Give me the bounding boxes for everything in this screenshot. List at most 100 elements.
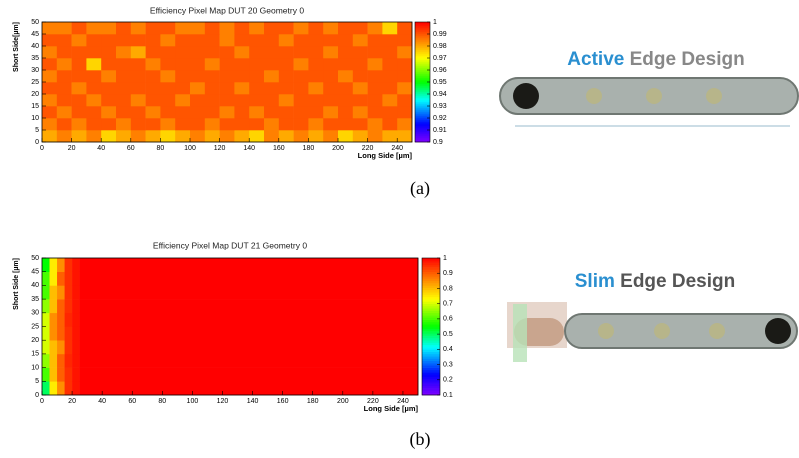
cell: [145, 82, 161, 95]
cell: [42, 367, 50, 382]
cell: [72, 353, 80, 368]
chart-title: Efficiency Pixel Map DUT 20 Geometry 0: [150, 5, 304, 15]
cell: [278, 58, 294, 71]
colorbar-swatch: [422, 285, 440, 288]
cell: [338, 82, 354, 95]
colorbar-swatch: [415, 138, 430, 141]
cell: [160, 82, 176, 95]
colorbar-swatch: [415, 136, 430, 139]
colorbar-swatch: [422, 287, 440, 291]
cell: [367, 34, 383, 47]
colorbar-swatch: [422, 258, 440, 261]
colorbar-swatch: [415, 48, 430, 51]
colorbar-swatch: [422, 369, 440, 373]
cell: [145, 118, 161, 131]
x-tick-label: 0: [40, 398, 44, 405]
colorbar-swatch: [415, 78, 430, 81]
colorbar-swatch: [415, 132, 430, 135]
active-edge-diagram: Active Edge Design: [499, 49, 799, 127]
cell: [56, 34, 72, 47]
cell: [264, 70, 280, 83]
cell: [175, 94, 191, 107]
cell: [101, 94, 117, 107]
cell: [338, 58, 354, 71]
colorbar-tick-label: 0.8: [443, 285, 453, 292]
cell: [160, 34, 176, 47]
cell: [352, 106, 368, 119]
cell: [367, 106, 383, 119]
cell: [352, 46, 368, 59]
y-tick-label: 50: [31, 19, 39, 26]
cell: [57, 299, 65, 314]
cell: [101, 130, 117, 143]
cell: [338, 118, 354, 131]
x-tick-label: 60: [128, 398, 136, 405]
colorbar-swatch: [415, 102, 430, 105]
cell: [64, 271, 73, 286]
cell: [145, 22, 161, 35]
colorbar-tick-label: 0.99: [433, 31, 447, 38]
cell: [264, 106, 280, 119]
colorbar-swatch: [422, 367, 440, 371]
colorbar-swatch: [415, 130, 430, 133]
cell: [293, 130, 309, 143]
colorbar-swatch: [422, 308, 440, 311]
cell: [293, 82, 309, 95]
cell: [72, 271, 80, 286]
x-tick-label: 180: [307, 398, 319, 405]
cell: [308, 106, 324, 119]
colorbar-swatch: [422, 374, 440, 378]
colorbar-tick-label: 0.6: [443, 316, 453, 323]
cell: [42, 381, 50, 396]
cell: [42, 34, 58, 47]
cell: [219, 70, 235, 83]
cell: [42, 285, 50, 300]
cell: [86, 118, 102, 131]
cell: [264, 130, 280, 143]
cell: [175, 70, 191, 83]
x-tick-label: 0: [40, 145, 44, 152]
cell: [323, 58, 339, 71]
cell: [42, 82, 58, 95]
colorbar-swatch: [422, 296, 440, 300]
colorbar-swatch: [422, 267, 440, 270]
colorbar-swatch: [415, 30, 430, 33]
design-highlight: Slim: [575, 271, 615, 292]
cell: [264, 22, 280, 35]
colorbar-swatch: [422, 319, 440, 323]
cell: [190, 106, 206, 119]
cell: [42, 130, 58, 143]
cell: [382, 82, 398, 95]
colorbar-swatch: [422, 328, 440, 332]
cell: [249, 46, 265, 59]
colorbar-swatch: [415, 72, 430, 75]
colorbar-swatch: [415, 114, 430, 117]
cell: [56, 82, 72, 95]
colorbar-swatch: [415, 46, 430, 49]
colorbar-swatch: [422, 376, 440, 380]
cell: [57, 353, 65, 368]
cell: [49, 312, 58, 327]
cell: [249, 130, 265, 143]
y-tick-label: 20: [31, 91, 39, 98]
colorbar-tick-label: 0.3: [443, 361, 453, 368]
colorbar-swatch: [415, 112, 430, 115]
colorbar-swatch: [415, 90, 430, 93]
cell: [204, 70, 220, 83]
cell: [145, 46, 161, 59]
cell: [397, 34, 413, 47]
cell: [293, 34, 309, 47]
colorbar-swatch: [422, 324, 440, 327]
chart-title: Efficiency Pixel Map DUT 21 Geometry 0: [153, 240, 307, 250]
cell: [382, 106, 398, 119]
colorbar-swatch: [415, 42, 430, 45]
colorbar-swatch: [422, 333, 440, 336]
colorbar-swatch: [422, 310, 440, 314]
x-tick-label: 40: [97, 145, 105, 152]
cell: [116, 106, 132, 119]
colorbar-swatch: [422, 260, 440, 263]
cell: [86, 130, 102, 143]
cell: [130, 94, 146, 107]
colorbar-swatch: [422, 379, 440, 382]
cell: [278, 82, 294, 95]
